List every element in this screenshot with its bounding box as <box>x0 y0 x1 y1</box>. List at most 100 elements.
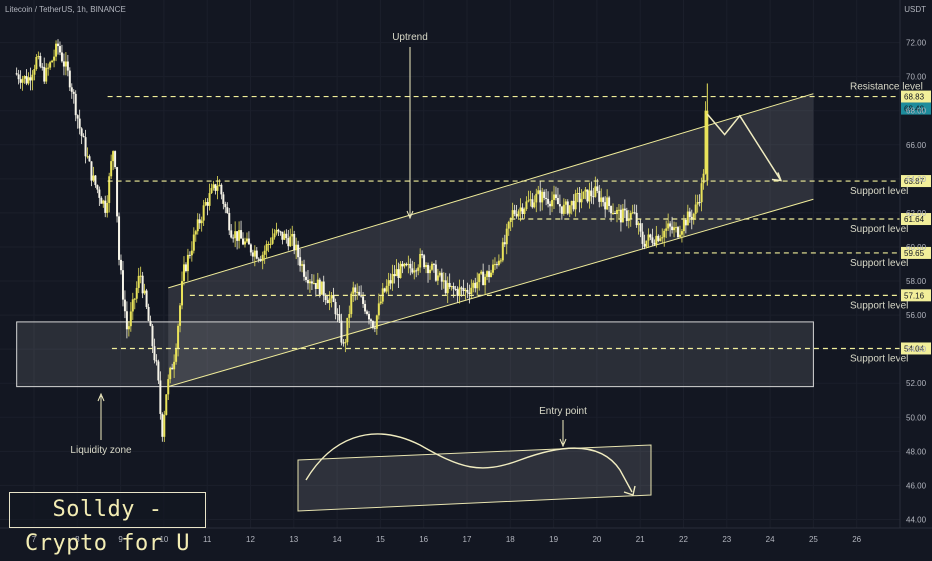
candle-body <box>531 199 534 208</box>
candle-body <box>161 413 164 437</box>
candle-body <box>468 292 471 294</box>
candle-body <box>401 263 404 267</box>
candle-body <box>234 231 237 239</box>
candle-body <box>659 238 662 241</box>
candle-body <box>169 367 172 380</box>
candle-body <box>606 197 609 210</box>
candle-body <box>64 61 67 67</box>
candle-body <box>182 264 185 282</box>
candle-body <box>478 273 481 283</box>
candle-body <box>106 202 109 213</box>
time-tick-label: 19 <box>549 535 558 544</box>
candle-body <box>251 252 254 257</box>
candle-body <box>558 204 561 207</box>
candle-body <box>72 91 75 94</box>
candle-body <box>415 270 418 272</box>
candle-body <box>366 311 369 314</box>
level-price-tag <box>901 246 931 259</box>
candle-body <box>289 236 292 247</box>
candle-body <box>210 188 213 194</box>
projection-path <box>706 113 782 181</box>
candle-body <box>98 189 101 198</box>
time-tick-label: 18 <box>506 535 515 544</box>
candle-body <box>454 288 457 290</box>
candle-body <box>684 219 687 226</box>
candle-body <box>466 289 469 293</box>
candle-body <box>88 156 91 162</box>
level-price-text: 61.64 <box>904 215 925 224</box>
candle-body <box>474 282 477 289</box>
time-axis[interactable]: 7 8 9 10 11 12 13 14 15 16 17 18 19 20 21 22 23 24 25 26 <box>0 527 932 544</box>
candle-body <box>31 74 34 81</box>
candle-body <box>507 222 510 229</box>
candle-body <box>167 379 170 395</box>
candle-body <box>665 228 668 231</box>
price-tick-label: 70.00 <box>906 73 927 82</box>
level-price-text: 57.16 <box>904 291 925 300</box>
candle-body <box>320 281 323 295</box>
price-tick-label: 44.00 <box>906 515 927 524</box>
candle-body <box>145 290 148 307</box>
candle-body <box>427 264 430 274</box>
candle-body <box>255 250 258 259</box>
candle-body <box>389 280 392 284</box>
candle-body <box>491 264 494 273</box>
candle-body <box>43 67 46 82</box>
candle-body <box>375 315 378 329</box>
candle-body <box>647 234 650 241</box>
candle-body <box>236 231 239 241</box>
liquidity-zone-label: Liquidity zone <box>70 445 132 456</box>
candle-body <box>287 238 290 247</box>
candle-body <box>177 325 180 349</box>
candle-body <box>533 202 536 208</box>
entry-point-label: Entry point <box>539 406 587 417</box>
candle-body <box>308 281 311 284</box>
candle-body <box>314 283 317 289</box>
candle-body <box>141 275 144 294</box>
price-axis[interactable]: 72.00 70.00 68.00 66.00 64.00 62.00 60.00 58.00… <box>899 0 927 528</box>
candle-body <box>552 194 555 200</box>
candle-body <box>119 259 122 271</box>
price-tick-label: 56.00 <box>906 311 927 320</box>
candle-body <box>525 201 528 209</box>
candle-body <box>682 219 685 232</box>
candle-body <box>458 287 461 297</box>
candle-body <box>432 263 435 265</box>
candle-body <box>37 56 40 58</box>
candle-body <box>267 243 270 245</box>
price-tick-label: 68.00 <box>906 107 927 116</box>
candle-body <box>143 290 146 294</box>
candle-body <box>173 361 176 370</box>
time-tick-label: 20 <box>592 535 601 544</box>
candle-body <box>127 326 130 330</box>
candle-body <box>515 213 518 217</box>
candle-body <box>131 299 134 312</box>
candle-body <box>249 244 252 253</box>
candle-body <box>354 287 357 293</box>
candle-body <box>600 197 603 202</box>
candle-body <box>194 231 197 235</box>
candle-body <box>17 74 20 80</box>
candle-body <box>373 327 376 329</box>
candle-body <box>190 250 193 256</box>
candle-body <box>399 263 402 278</box>
candle-body <box>623 208 626 211</box>
current-price-text: 68.40 <box>904 105 925 114</box>
level-price-text: 59.65 <box>904 249 925 258</box>
candle-body <box>545 197 548 199</box>
candle-body <box>582 191 585 199</box>
candle-body <box>198 219 201 224</box>
candle-body <box>240 230 243 239</box>
current-price-tag <box>901 102 931 115</box>
candle-body <box>336 314 339 316</box>
candle-body <box>621 208 624 223</box>
candle-body <box>395 269 398 277</box>
candle-body <box>263 250 266 255</box>
candle-body <box>698 202 701 204</box>
candle-body <box>676 227 679 238</box>
candle-body <box>448 282 451 288</box>
uptrend-label: Uptrend <box>392 32 428 43</box>
candle-body <box>680 231 683 235</box>
